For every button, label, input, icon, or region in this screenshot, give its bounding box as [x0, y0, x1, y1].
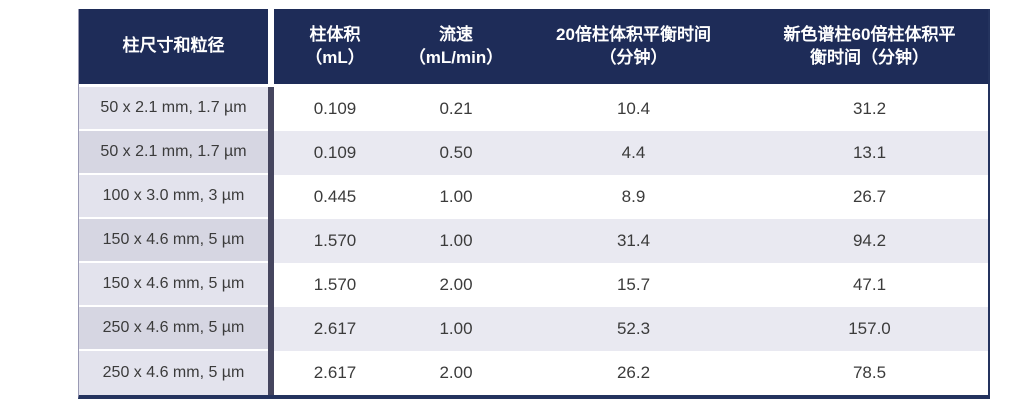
table-cell: 157.0: [751, 307, 988, 351]
table-cell: 0.109: [274, 87, 396, 131]
column-divider: [268, 131, 274, 175]
table-cell: 94.2: [751, 219, 988, 263]
column-header-60x-time: 新色谱柱60倍柱体积平 衡时间（分钟）: [751, 9, 988, 84]
table-cell: 0.445: [274, 175, 396, 219]
table-cell: 0.109: [274, 131, 396, 175]
column-divider: [268, 263, 274, 307]
column-header-dimensions: 柱尺寸和粒径: [79, 9, 268, 84]
equilibration-time-table: 柱尺寸和粒径 柱体积 （mL） 流速 （mL/min） 20倍柱体积平衡时间 （…: [78, 9, 990, 399]
table-cell: 31.4: [516, 219, 751, 263]
column-divider: [268, 219, 274, 263]
table-cell: 1.570: [274, 219, 396, 263]
table-cell: 47.1: [751, 263, 988, 307]
table-cell: 0.21: [396, 87, 516, 131]
header-line: 新色谱柱60倍柱体积平: [783, 24, 956, 44]
table-cell: 26.2: [516, 351, 751, 395]
table-cell: 26.7: [751, 175, 988, 219]
header-line: 衡时间（分钟）: [810, 47, 929, 67]
row-header-cell: 150 x 4.6 mm, 5 µm: [79, 219, 268, 263]
table-cell: 31.2: [751, 87, 988, 131]
table-cell: 0.50: [396, 131, 516, 175]
row-header-cell: 100 x 3.0 mm, 3 µm: [79, 175, 268, 219]
row-header-cell: 250 x 4.6 mm, 5 µm: [79, 307, 268, 351]
row-header-cell: 50 x 2.1 mm, 1.7 µm: [79, 87, 268, 131]
table-cell: 13.1: [751, 131, 988, 175]
row-header-cell: 250 x 4.6 mm, 5 µm: [79, 351, 268, 395]
table-cell: 2.00: [396, 263, 516, 307]
column-divider: [268, 351, 274, 395]
table-cell: 2.00: [396, 351, 516, 395]
table-cell: 1.00: [396, 307, 516, 351]
table-cell: 1.00: [396, 219, 516, 263]
header-line: 20倍柱体积平衡时间: [556, 24, 711, 44]
table-cell: 1.570: [274, 263, 396, 307]
header-line: 流速: [439, 24, 473, 44]
table-cell: 1.00: [396, 175, 516, 219]
table-cell: 8.9: [516, 175, 751, 219]
table-cell: 10.4: [516, 87, 751, 131]
header-body-gap: [79, 84, 988, 87]
table-cell: 4.4: [516, 131, 751, 175]
table-cell: 2.617: [274, 307, 396, 351]
column-divider: [268, 307, 274, 351]
header-line: 柱体积: [309, 24, 361, 44]
header-line: （分钟）: [599, 47, 668, 67]
column-header-volume: 柱体积 （mL）: [274, 9, 396, 84]
header-line: （mL/min）: [408, 47, 504, 67]
row-header-cell: 150 x 4.6 mm, 5 µm: [79, 263, 268, 307]
table-cell: 2.617: [274, 351, 396, 395]
table-cell: 52.3: [516, 307, 751, 351]
column-header-20x-time: 20倍柱体积平衡时间 （分钟）: [516, 9, 751, 84]
header-line: （mL）: [305, 47, 365, 67]
column-divider: [268, 87, 274, 131]
header-column-divider: [268, 9, 274, 84]
row-header-cell: 50 x 2.1 mm, 1.7 µm: [79, 131, 268, 175]
column-header-flow-rate: 流速 （mL/min）: [396, 9, 516, 84]
column-divider: [268, 175, 274, 219]
table-cell: 15.7: [516, 263, 751, 307]
table-cell: 78.5: [751, 351, 988, 395]
header-line: 柱尺寸和粒径: [122, 36, 225, 56]
